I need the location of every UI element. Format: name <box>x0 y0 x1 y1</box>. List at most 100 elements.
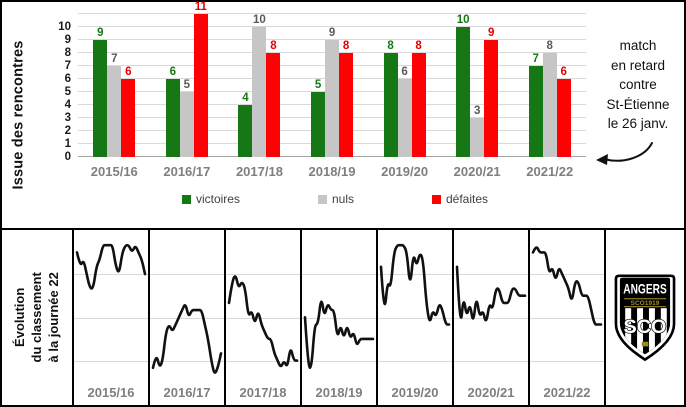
sparkline-panel-2018/19: 2018/19 <box>302 230 378 405</box>
bar-value-label: 10 <box>456 14 470 26</box>
sparkline-path <box>379 243 451 326</box>
sparkline-2016/17 <box>151 304 223 374</box>
sparkline-path <box>151 304 223 374</box>
season-label-2020/21: 2020/21 <box>467 385 515 400</box>
y-tick-4: 4 <box>64 99 71 111</box>
sparkline-panel-2019/20: 2019/20 <box>378 230 454 405</box>
y-tick-1: 1 <box>64 138 71 150</box>
category-label-2015/16: 2015/16 <box>90 164 138 179</box>
gridline-9 <box>78 39 586 40</box>
bar-victoires <box>383 53 398 157</box>
barwrap-victoires: 5 <box>311 79 326 157</box>
bar-group-2019/20: 8 6 8 <box>368 14 441 157</box>
bar-défaites <box>121 79 136 157</box>
panel-gridline <box>74 361 148 363</box>
bar-nuls <box>325 40 340 157</box>
y-tick-3: 3 <box>64 112 71 124</box>
y-tick-6: 6 <box>64 73 71 85</box>
bar-chart-main: 0 1 2 3 4 5 6 7 8 9 10 9 7 6 6 5 11 4 10 8 5 9 8 8 6 8 10 3 9 7 8 6 201… <box>36 1 592 228</box>
bar-value-label: 7 <box>532 53 539 65</box>
panel-gridline <box>150 273 224 275</box>
bar-value-label: 9 <box>487 27 495 39</box>
bar-value-label: 6 <box>169 66 177 78</box>
ranking-sparkline-row: Évolution du classement à la journée 22 20… <box>2 228 684 405</box>
sparkline-path <box>455 265 527 322</box>
barwrap-victoires: 8 <box>383 40 398 157</box>
legend-label: victoires <box>195 192 240 206</box>
bar-value-label: 7 <box>111 53 118 65</box>
bar-value-label: 8 <box>546 40 553 52</box>
category-label-2018/19: 2018/19 <box>308 164 356 179</box>
bar-défaites <box>266 53 281 157</box>
legend-item-victoires: victoires <box>181 192 240 206</box>
bar-plot-area: 0 1 2 3 4 5 6 7 8 9 10 9 7 6 6 5 11 4 10 8 5 9 8 8 6 8 10 3 9 7 8 6 <box>58 1 586 163</box>
barwrap-défaites: 11 <box>193 1 208 157</box>
sparkline-2015/16 <box>75 243 147 290</box>
sparkline-panel-2015/16: 2015/16 <box>74 230 150 405</box>
bar-défaites <box>193 14 208 157</box>
bar-value-label: 8 <box>387 40 394 52</box>
bar-victoires <box>238 105 253 157</box>
sparkline-path <box>75 243 147 290</box>
y-tick-9: 9 <box>64 34 71 46</box>
bar-value-label: 9 <box>97 27 104 39</box>
annotation-line: St-Étienne <box>606 96 670 112</box>
barwrap-défaites: 8 <box>266 40 281 157</box>
bar-victoires <box>456 27 471 157</box>
panel-gridline <box>454 361 528 363</box>
annotation-line: le 26 janv. <box>607 116 669 132</box>
barwrap-défaites: 6 <box>556 66 571 157</box>
bar-group-2016/17: 6 5 11 <box>151 1 224 157</box>
sparkline-path <box>227 275 299 368</box>
panel-gridline <box>454 317 528 319</box>
panel-gridline <box>226 273 300 275</box>
y-tick-7: 7 <box>64 60 71 72</box>
barwrap-nuls: 3 <box>470 105 485 157</box>
bar-value-label: 10 <box>253 14 266 26</box>
bar-nuls <box>542 53 557 157</box>
category-label-2021/22: 2021/22 <box>526 164 574 179</box>
panel-gridline <box>226 361 300 363</box>
barwrap-défaites: 8 <box>339 40 354 157</box>
annotation-cell: match en retard contre St-Étienne le 26 janv… <box>592 2 684 228</box>
y-tick-8: 8 <box>64 47 71 59</box>
curved-arrow-icon <box>596 141 653 165</box>
barwrap-victoires: 6 <box>165 66 180 157</box>
bar-group-2017/18: 4 10 8 <box>223 14 296 157</box>
y-tick-0: 0 <box>64 151 71 163</box>
bar-value-label: 5 <box>183 79 191 91</box>
annotation-line: contre <box>619 77 657 93</box>
barwrap-victoires: 9 <box>93 27 108 157</box>
panel-gridline <box>226 317 300 319</box>
panel-gridline <box>378 361 452 363</box>
panel-gridline <box>74 273 148 275</box>
panel-gridline <box>378 317 452 319</box>
barwrap-victoires: 4 <box>238 92 253 157</box>
panel-gridline <box>150 361 224 363</box>
row-title-line: du classement <box>28 272 44 363</box>
sparkline-panel-2021/22: 2021/22 <box>530 230 606 405</box>
bar-nuls <box>397 79 412 157</box>
legend-item-nuls: nuls <box>317 192 354 206</box>
barwrap-nuls: 5 <box>179 79 194 157</box>
legend-swatch-icon <box>181 194 191 204</box>
barwrap-défaites: 8 <box>411 40 426 157</box>
season-label-2021/22: 2021/22 <box>543 385 591 400</box>
barwrap-nuls: 6 <box>397 66 412 157</box>
annotation-text: match en retard contre St-Étienne le 26 janv… <box>592 36 684 134</box>
bar-value-label: 6 <box>125 66 132 78</box>
category-label-2020/21: 2020/21 <box>453 164 501 179</box>
results-bar-chart: Issue des rencontres 0 1 2 3 4 5 6 7 8 9 10 9 7 6 6 5 11… <box>2 1 684 228</box>
legend-swatch-icon <box>317 194 327 204</box>
barwrap-défaites: 9 <box>484 27 499 157</box>
sparkline-panel-2016/17: 2016/17 <box>150 230 226 405</box>
annotation-line: en retard <box>610 57 666 73</box>
y-axis-title-cell: Issue des rencontres <box>2 2 36 228</box>
club-logo-cell: ANGERS SCO1919 SCO <box>606 230 684 405</box>
legend-label: défaites <box>446 192 489 206</box>
y-axis-title: Issue des rencontres <box>11 40 28 190</box>
row-title-cell: Évolution du classement à la journée 22 <box>2 230 74 405</box>
sparkline-2020/21 <box>455 265 527 322</box>
angers-sco-logo: ANGERS SCO1919 SCO <box>614 273 676 361</box>
